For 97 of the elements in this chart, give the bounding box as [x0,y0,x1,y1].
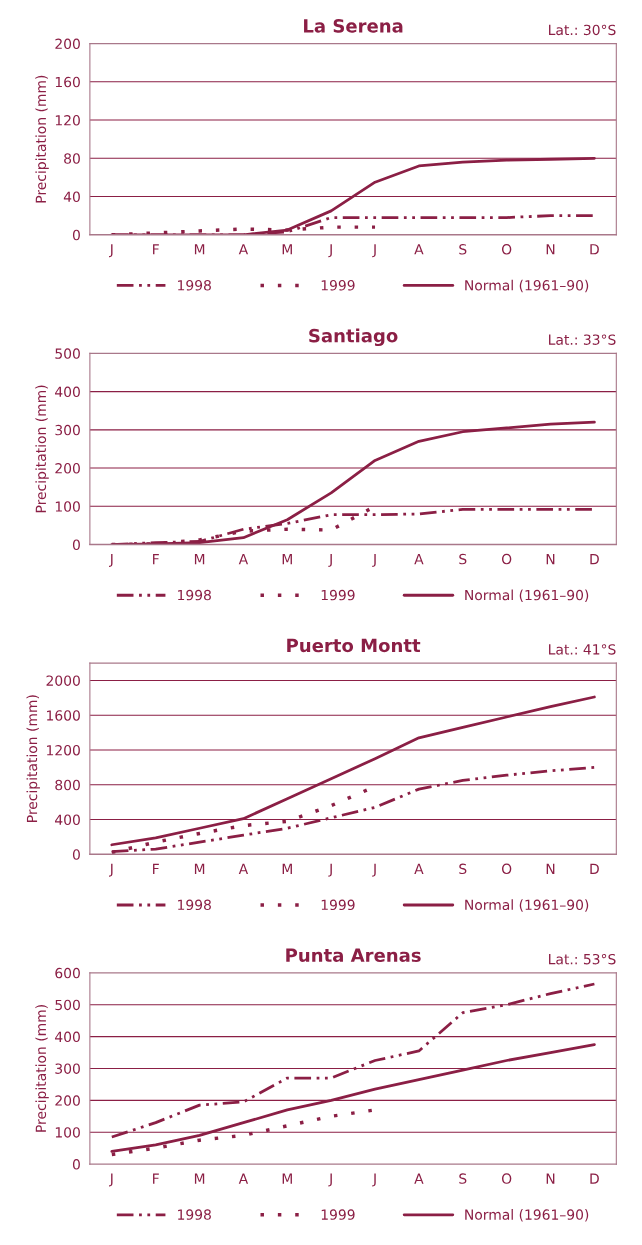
x-tick-label: M [282,554,292,565]
x-tick-label: A [414,1173,424,1184]
x-tick-label: N [546,554,555,565]
y-tick-label: 0 [72,539,80,551]
x-tick-label: A [238,863,249,874]
y-tick-label: 100 [55,501,80,512]
x-tick-label: J [372,1173,376,1187]
y-tick-label: 800 [55,779,80,791]
y-tick-label: 2000 [46,675,80,686]
x-tick-label: J [109,554,113,567]
x-tick-label: M [194,244,205,255]
y-tick-label: 160 [55,76,80,88]
y-axis-title: Precipitation (mm) [35,75,49,203]
y-tick-label: 500 [55,999,80,1011]
text: Lat.: 33°S [549,334,616,345]
x-tick-label: O [501,1173,512,1184]
legend-label: Normal (1961–90) [465,1209,589,1222]
legend-label: 1999 [321,1209,355,1220]
x-tick-label: J [372,863,376,877]
legend-label: Normal (1961–90) [465,899,589,912]
legend-label: 1999 [321,589,355,601]
x-tick-label: M [282,1173,292,1184]
legend-label: Normal (1961–90) [465,279,589,293]
x-tick-label: J [372,554,376,567]
y-tick-label: 1600 [47,710,80,721]
x-tick-label: J [109,244,113,258]
x-tick-label: A [238,244,249,255]
x-tick-label: F [153,1173,159,1184]
chart-title: Santiago [309,328,398,347]
y-tick-label: 200 [55,38,80,50]
legend-label: 1998 [178,280,211,291]
x-tick-label: F [153,863,159,874]
x-tick-label: S [459,244,467,255]
y-axis-title: Precipitation (mm) [35,1005,49,1132]
x-tick-label: J [328,554,332,567]
x-tick-label: M [194,863,205,874]
y-tick-label: 80 [64,153,80,164]
chart-title: Puerto Montt [287,638,421,653]
y-tick-label: 0 [72,229,80,241]
y-tick-label: 300 [55,424,80,436]
y-tick-label: 400 [55,1031,80,1043]
x-tick-label: S [459,553,467,565]
x-tick-label: S [459,1173,467,1184]
legend-label: 1998 [178,589,211,601]
x-tick-label: A [414,244,424,255]
x-tick-label: O [501,863,512,875]
x-tick-label: F [153,554,159,565]
x-tick-label: M [194,554,205,565]
x-tick-label: N [546,244,555,255]
x-tick-label: D [590,554,599,565]
y-tick-label: 0 [72,1159,80,1170]
y-tick-label: 1200 [47,744,80,756]
y-tick-label: 200 [55,463,80,474]
y-tick-label: 200 [55,1095,80,1106]
x-tick-label: A [238,1173,249,1184]
y-tick-label: 40 [63,191,80,203]
y-axis-title: Precipitation (mm) [26,695,40,822]
text: Lat.: 30°S [549,24,616,36]
x-tick-label: A [238,554,249,565]
x-tick-label: D [590,244,599,255]
x-tick-label: M [194,1173,205,1184]
legend-label: 1998 [178,1209,211,1220]
x-tick-label: N [546,1173,555,1184]
x-tick-label: O [501,244,512,255]
y-tick-label: 400 [55,386,80,398]
legend-label: 1999 [321,899,355,911]
y-tick-label: 500 [55,348,80,359]
y-tick-label: 100 [55,1127,80,1138]
legend-label: 1999 [321,280,355,291]
x-tick-label: J [328,1173,332,1187]
x-tick-label: M [282,863,292,874]
chart-title: Punta Arenas [286,948,421,963]
legend-label: Normal (1961–90) [465,589,589,602]
x-tick-label: A [414,863,424,874]
y-tick-label: 600 [55,967,80,979]
text: Lat.: 41°S [549,644,616,655]
text: Lat.: 53°S [549,953,616,965]
y-tick-label: 0 [72,849,80,860]
x-tick-label: J [109,1173,113,1187]
x-tick-label: O [501,553,512,565]
x-tick-label: F [153,244,159,255]
x-tick-label: D [590,1173,599,1184]
x-tick-label: A [414,554,424,565]
x-tick-label: M [282,244,292,255]
x-tick-label: S [459,863,467,875]
legend-label: 1998 [178,899,211,911]
x-tick-label: D [590,863,599,874]
chart-title: La Serena [304,19,403,33]
x-tick-label: J [328,863,332,877]
y-tick-label: 300 [55,1063,80,1074]
x-tick-label: J [109,863,113,877]
x-tick-label: J [372,244,376,258]
y-axis-title: Precipitation (mm) [35,385,49,513]
y-tick-label: 400 [55,814,80,826]
y-tick-label: 120 [55,115,80,126]
x-tick-label: J [328,244,332,258]
x-tick-label: N [546,863,555,874]
